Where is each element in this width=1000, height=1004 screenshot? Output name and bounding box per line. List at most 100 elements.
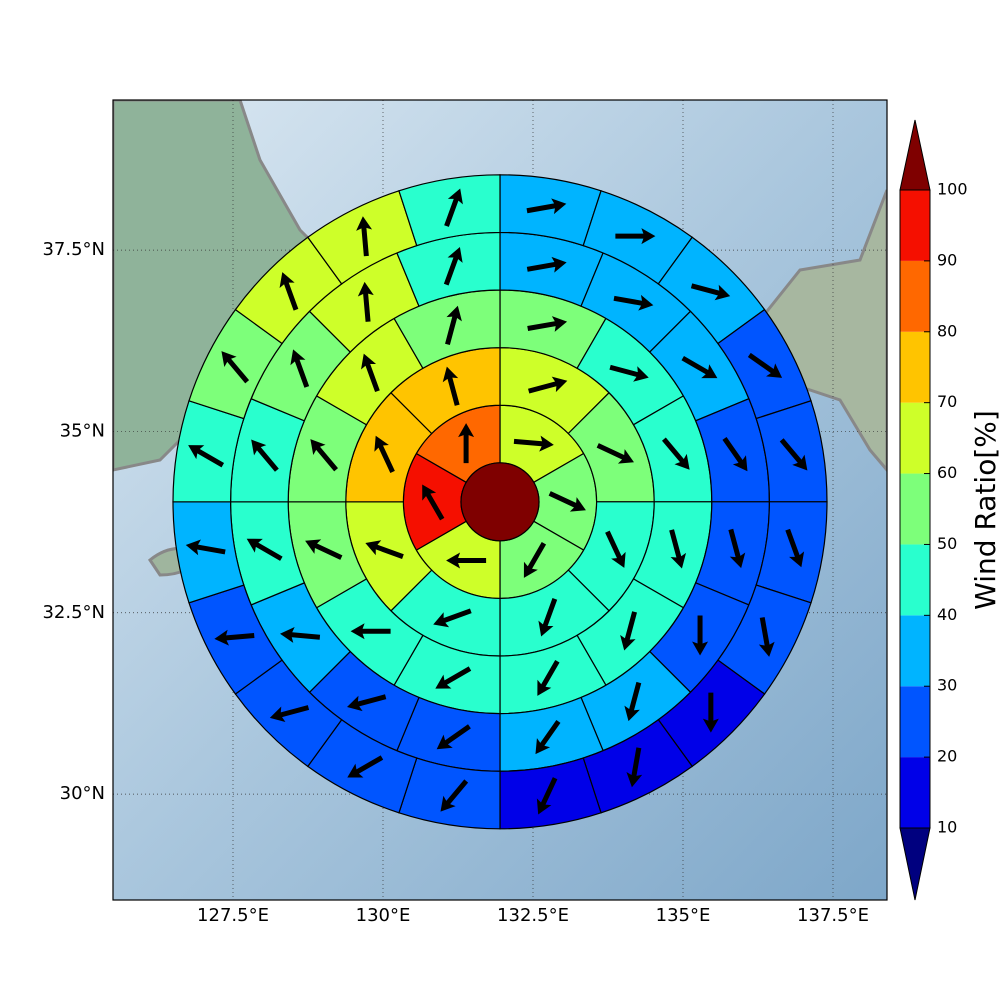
wind-arrow xyxy=(624,681,642,722)
colorbar-tick-label: 20 xyxy=(937,747,957,766)
wind-arrow xyxy=(626,747,643,788)
colorbar-tick-label: 80 xyxy=(937,321,957,340)
colorbar-bin xyxy=(900,686,930,758)
wind-arrow xyxy=(280,626,321,643)
wind-arrow xyxy=(523,541,547,578)
x-tick-label: 132.5°E xyxy=(497,905,569,926)
sector xyxy=(398,174,501,247)
wind-arrow xyxy=(527,316,568,332)
wind-arrow xyxy=(445,305,462,346)
map-frame xyxy=(112,99,888,901)
colorbar-tick-label: 10 xyxy=(937,818,957,837)
colorbar-bin xyxy=(900,757,930,828)
colorbar-under xyxy=(899,827,931,901)
wind-arrow xyxy=(620,611,637,651)
wind-arrow xyxy=(605,530,626,568)
wind-arrow xyxy=(609,364,649,382)
wind-arrow xyxy=(435,666,472,689)
colorbar: 10 20 30 40 50 60 70 80 90 100 xyxy=(899,119,968,901)
wind-arrow xyxy=(728,528,746,569)
wind-arrow xyxy=(422,484,445,521)
wind-arrow xyxy=(513,435,554,452)
wind-arrow xyxy=(310,439,339,472)
wind-arrow xyxy=(279,272,299,311)
x-tick-label: 137.5°E xyxy=(797,905,869,926)
wind-arrow xyxy=(537,660,560,696)
wind-arrow xyxy=(613,294,654,311)
colorbar-tick-label: 60 xyxy=(937,463,957,482)
colorbar-tick-label: 30 xyxy=(937,676,957,695)
wind-arrow xyxy=(443,247,463,286)
wind-arrow xyxy=(758,617,775,657)
wind-arrow xyxy=(185,539,226,556)
wind-arrow xyxy=(221,351,250,384)
wind-arrow xyxy=(188,445,225,468)
wind-arrow xyxy=(350,623,391,640)
wind-arrow xyxy=(246,538,283,561)
wind-arrow xyxy=(692,615,709,656)
colorbar-tick-label: 50 xyxy=(937,534,957,553)
y-tick-label: 30°N xyxy=(60,783,105,804)
wind-arrow xyxy=(526,198,567,215)
wind-arrow xyxy=(446,552,487,569)
colorbar-tick-label: 100 xyxy=(937,180,968,199)
wind-arrow xyxy=(661,437,690,470)
wind-arrow xyxy=(536,777,558,815)
wind-arrow xyxy=(669,529,687,569)
wind-arrow xyxy=(356,216,373,257)
wind-arrow xyxy=(526,256,567,273)
wind-arrow xyxy=(779,438,808,471)
x-tick-label: 135°E xyxy=(656,905,711,926)
wind-arrow xyxy=(440,779,469,812)
y-tick-label: 37.5°N xyxy=(42,239,105,260)
wind-arrow xyxy=(548,491,586,512)
wind-arrow xyxy=(347,694,387,712)
wind-arrow xyxy=(365,540,404,559)
x-tick-label: 127.5°E xyxy=(197,905,269,926)
y-tick-label: 35°N xyxy=(60,420,105,441)
wind-arrow xyxy=(290,349,310,388)
wind-arrow xyxy=(436,724,471,750)
colorbar-frame xyxy=(899,189,931,829)
x-tick-label: 130°E xyxy=(356,905,411,926)
colorbar-tick-label: 70 xyxy=(937,392,957,411)
wind-arrow xyxy=(374,435,395,474)
wind-arrow xyxy=(596,443,634,464)
colorbar-tick-label: 90 xyxy=(937,250,957,269)
polar-plot xyxy=(172,174,828,830)
y-tick-label: 32.5°N xyxy=(42,602,105,623)
colorbar-bin xyxy=(900,615,930,687)
colorbar-bin xyxy=(900,544,930,616)
wind-arrow xyxy=(785,528,805,568)
wind-arrow xyxy=(538,598,558,637)
wind-arrow xyxy=(702,692,719,733)
wind-arrow xyxy=(357,281,374,322)
wind-arrow xyxy=(535,719,561,755)
colorbar-over xyxy=(899,119,931,191)
colorbar-bin xyxy=(900,190,930,261)
colorbar-bin xyxy=(900,402,930,474)
wind-arrow xyxy=(615,228,656,245)
wind-arrow xyxy=(690,283,731,301)
wind-arrow xyxy=(444,188,463,227)
wind-arrow xyxy=(747,352,783,378)
wind-arrow xyxy=(433,608,472,628)
wind-arrow xyxy=(214,629,255,646)
colorbar-bin xyxy=(900,473,930,545)
colorbar-bin xyxy=(900,331,930,403)
colorbar-tick-label: 40 xyxy=(937,605,957,624)
wind-arrow xyxy=(458,423,475,464)
wind-arrow xyxy=(361,353,380,393)
wind-arrow xyxy=(442,366,460,406)
wind-arrow xyxy=(251,439,279,472)
wind-arrow xyxy=(722,437,748,472)
wind-arrow xyxy=(305,539,343,560)
wind-arrow xyxy=(347,755,384,778)
wind-arrow xyxy=(681,355,718,379)
colorbar-bin xyxy=(900,260,930,332)
center-disc xyxy=(460,462,540,542)
colorbar-label: Wind Ratio[%] xyxy=(969,410,1000,610)
wind-arrow xyxy=(269,705,310,722)
